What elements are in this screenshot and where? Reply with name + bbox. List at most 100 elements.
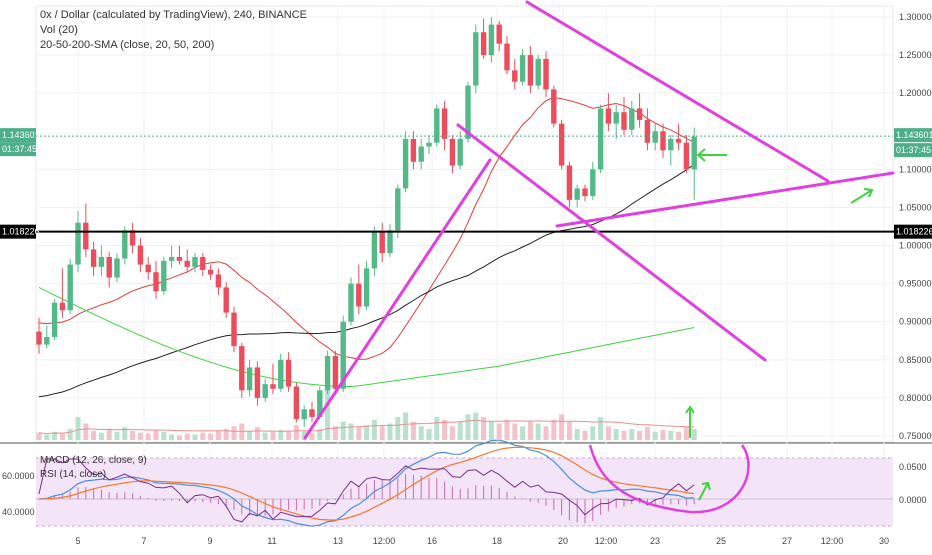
- candle-body: [215, 274, 222, 288]
- symbol-title: 0x / Dollar (calculated by TradingView),…: [40, 9, 307, 21]
- time-tick: 12:00: [595, 536, 618, 546]
- axes: 1.300000 1.250000 1.200000 1.100000 1.050000…: [0, 12, 932, 546]
- candle-body: [582, 188, 588, 197]
- last-price-badge-bg: [894, 128, 932, 143]
- macd-line: [38, 439, 695, 527]
- volume-bar: [67, 429, 73, 440]
- candle-body: [356, 283, 362, 307]
- time-tick: 12:00: [373, 536, 396, 546]
- candle-body: [644, 119, 651, 143]
- candle-body: [278, 359, 284, 389]
- candle-body: [59, 302, 66, 311]
- last-price-badge: 1.143601: [896, 130, 932, 140]
- volume-bar: [426, 429, 432, 440]
- candle-body: [317, 390, 323, 417]
- arrow-lower-shaft: [698, 482, 709, 501]
- candle-body: [51, 302, 58, 337]
- countdown-badge-bg: [894, 143, 932, 158]
- volume-bar: [387, 423, 393, 440]
- candle-body: [488, 24, 495, 56]
- candle-body: [512, 70, 518, 82]
- candle-body: [83, 222, 89, 250]
- volume-bar: [371, 419, 377, 440]
- volume-bar: [691, 429, 697, 440]
- sma20-line: [38, 96, 695, 360]
- volume-bar: [215, 430, 221, 440]
- volume-bar: [130, 430, 136, 440]
- candle-body: [519, 55, 526, 82]
- candle-body: [636, 108, 643, 120]
- volume-bar: [52, 431, 58, 440]
- left-countdown-badge: 01:37:45: [2, 144, 37, 154]
- candle-body: [239, 346, 245, 391]
- volume-bar: [668, 430, 674, 440]
- candle-body: [574, 188, 580, 200]
- candle-body: [270, 384, 276, 389]
- indicator-legend: MACD (12, 26, close, 9) RSI (14, close): [40, 454, 147, 482]
- candle-body: [145, 264, 151, 273]
- volume-label: Vol (20): [40, 24, 78, 36]
- volume-bar: [496, 423, 502, 440]
- left-price-badge-bg: [0, 128, 36, 143]
- candle-body: [379, 231, 385, 254]
- trendline-upper: [525, 0, 830, 183]
- time-tick: 11: [267, 536, 276, 546]
- volume-bar: [83, 423, 89, 440]
- volume-bar: [410, 421, 416, 440]
- volume-bar: [660, 429, 666, 440]
- volume-bar: [286, 430, 292, 440]
- arrow-up-head: [685, 405, 695, 414]
- volume-bar: [137, 432, 143, 440]
- candle-body: [441, 108, 448, 139]
- time-tick: 9: [207, 536, 212, 546]
- candle-body: [457, 138, 463, 166]
- price-tick: 1.100000: [899, 164, 932, 174]
- volume-bar: [551, 419, 557, 440]
- left-level-badge: 1.018226: [2, 227, 40, 237]
- time-tick: 16: [427, 536, 437, 546]
- volume-bar: [270, 431, 276, 440]
- chart-legend: 0x / Dollar (calculated by TradingView),…: [40, 8, 307, 53]
- volume-bar: [644, 427, 650, 440]
- volume-bar: [356, 427, 362, 440]
- candle-body: [223, 287, 229, 313]
- candle-body: [161, 260, 167, 292]
- volume-bar: [239, 423, 245, 440]
- price-pane-frame: [35, 5, 894, 443]
- indicator-pane: [36, 439, 893, 527]
- volume-bar: [418, 426, 424, 440]
- volume-bar: [301, 431, 307, 440]
- candle-body: [67, 264, 73, 311]
- volume-bar: [559, 414, 565, 440]
- level-badge-right: 1.018226: [896, 227, 932, 237]
- volume-bar: [176, 435, 182, 440]
- volume-bar: [278, 429, 284, 440]
- candle-body: [332, 356, 339, 389]
- volume-bar: [364, 425, 370, 440]
- candle-body: [122, 230, 128, 259]
- arrow-up-right-head: [863, 188, 874, 198]
- price-tick: 1.200000: [899, 88, 932, 98]
- candle-body: [75, 222, 81, 265]
- volume-bar: [145, 433, 151, 440]
- volume-bar: [223, 429, 229, 440]
- time-tick: 13: [333, 536, 343, 546]
- volume-bar: [309, 432, 315, 440]
- volume-bar: [582, 430, 588, 440]
- volume-bar: [652, 431, 658, 440]
- candle-body: [192, 256, 198, 267]
- time-tick: 25: [716, 536, 726, 546]
- sma-label: 20-50-200-SMA (close, 20, 50, 200): [40, 39, 215, 51]
- candle-body: [480, 32, 487, 56]
- volume-bar: [192, 434, 198, 440]
- price-tick: 0.750000: [899, 431, 932, 441]
- candle-body: [309, 409, 315, 417]
- volume-sma-line: [38, 419, 695, 435]
- sma50-line: [38, 163, 695, 398]
- candle-body: [426, 142, 432, 147]
- candle-body: [153, 272, 159, 292]
- rsi-band: [36, 458, 893, 526]
- volume-bar: [36, 432, 42, 440]
- arrow-lower-head: [701, 481, 711, 491]
- volume-bar: [262, 432, 268, 440]
